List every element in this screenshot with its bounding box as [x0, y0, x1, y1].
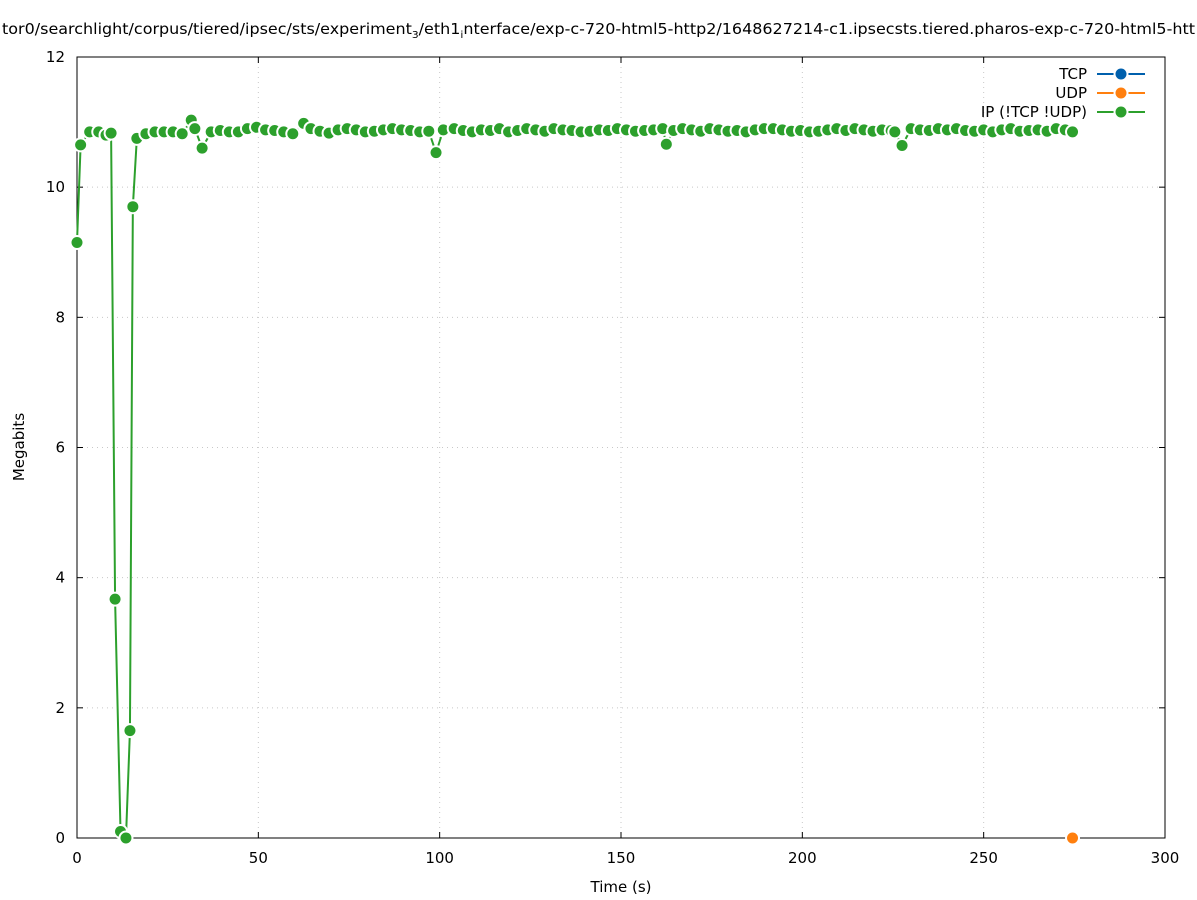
y-tick-label: 6 — [55, 439, 65, 457]
series-udp — [1065, 830, 1081, 846]
data-point — [120, 832, 132, 844]
data-point — [889, 126, 901, 138]
y-axis-label: Megabits — [10, 413, 28, 481]
y-tick-label: 8 — [55, 308, 65, 326]
x-tick-label: 250 — [969, 849, 998, 867]
data-point — [105, 127, 117, 139]
y-tick-label: 4 — [55, 569, 65, 587]
x-axis-label: Time (s) — [590, 878, 652, 896]
legend-label: UDP — [1055, 84, 1087, 102]
ticks: 0 50 100 150 200 250 300 0 2 4 6 8 10 12 — [46, 48, 1179, 867]
legend-marker — [1115, 87, 1127, 99]
series-ip-tcp-udp- — [69, 112, 1081, 846]
x-tick-label: 200 — [788, 849, 817, 867]
x-tick-label: 150 — [607, 849, 636, 867]
data-point — [75, 139, 87, 151]
data-point — [437, 124, 449, 136]
y-tick-label: 12 — [46, 48, 65, 66]
x-tick-label: 300 — [1151, 849, 1180, 867]
grid — [77, 57, 1165, 838]
x-tick-label: 0 — [72, 849, 82, 867]
data-point — [71, 236, 83, 248]
series — [69, 112, 1081, 846]
title-part: nterface/exp-c-720-html5-http2/164862721… — [463, 20, 1195, 38]
data-point — [127, 201, 139, 213]
data-point — [287, 128, 299, 140]
data-point — [124, 725, 136, 737]
y-tick-label: 10 — [46, 178, 65, 196]
legend-label: TCP — [1058, 65, 1087, 83]
data-point — [176, 128, 188, 140]
plot-border — [76, 56, 1166, 839]
legend-marker — [1115, 106, 1127, 118]
title-part: tor0/searchlight/corpus/tiered/ipsec/sts… — [2, 20, 412, 38]
x-tick-label: 50 — [249, 849, 268, 867]
data-point — [660, 138, 672, 150]
data-point — [109, 593, 121, 605]
data-point — [196, 142, 208, 154]
x-tick-label: 100 — [425, 849, 454, 867]
y-tick-label: 0 — [55, 829, 65, 847]
legend-marker — [1115, 68, 1127, 80]
data-point — [1067, 832, 1079, 844]
data-point — [657, 123, 669, 135]
legend-label: IP (!TCP !UDP) — [981, 103, 1087, 121]
y-tick-label: 2 — [55, 699, 65, 717]
chart-title: tor0/searchlight/corpus/tiered/ipsec/sts… — [2, 20, 1195, 41]
title-subscript: 3 — [412, 30, 419, 41]
title-subscript: i — [460, 30, 463, 41]
data-point — [1067, 126, 1079, 138]
series-line — [76, 118, 1073, 841]
data-point — [189, 123, 201, 135]
data-point — [423, 125, 435, 137]
data-point — [896, 140, 908, 152]
data-point — [430, 147, 442, 159]
title-part: /eth1 — [419, 20, 461, 38]
